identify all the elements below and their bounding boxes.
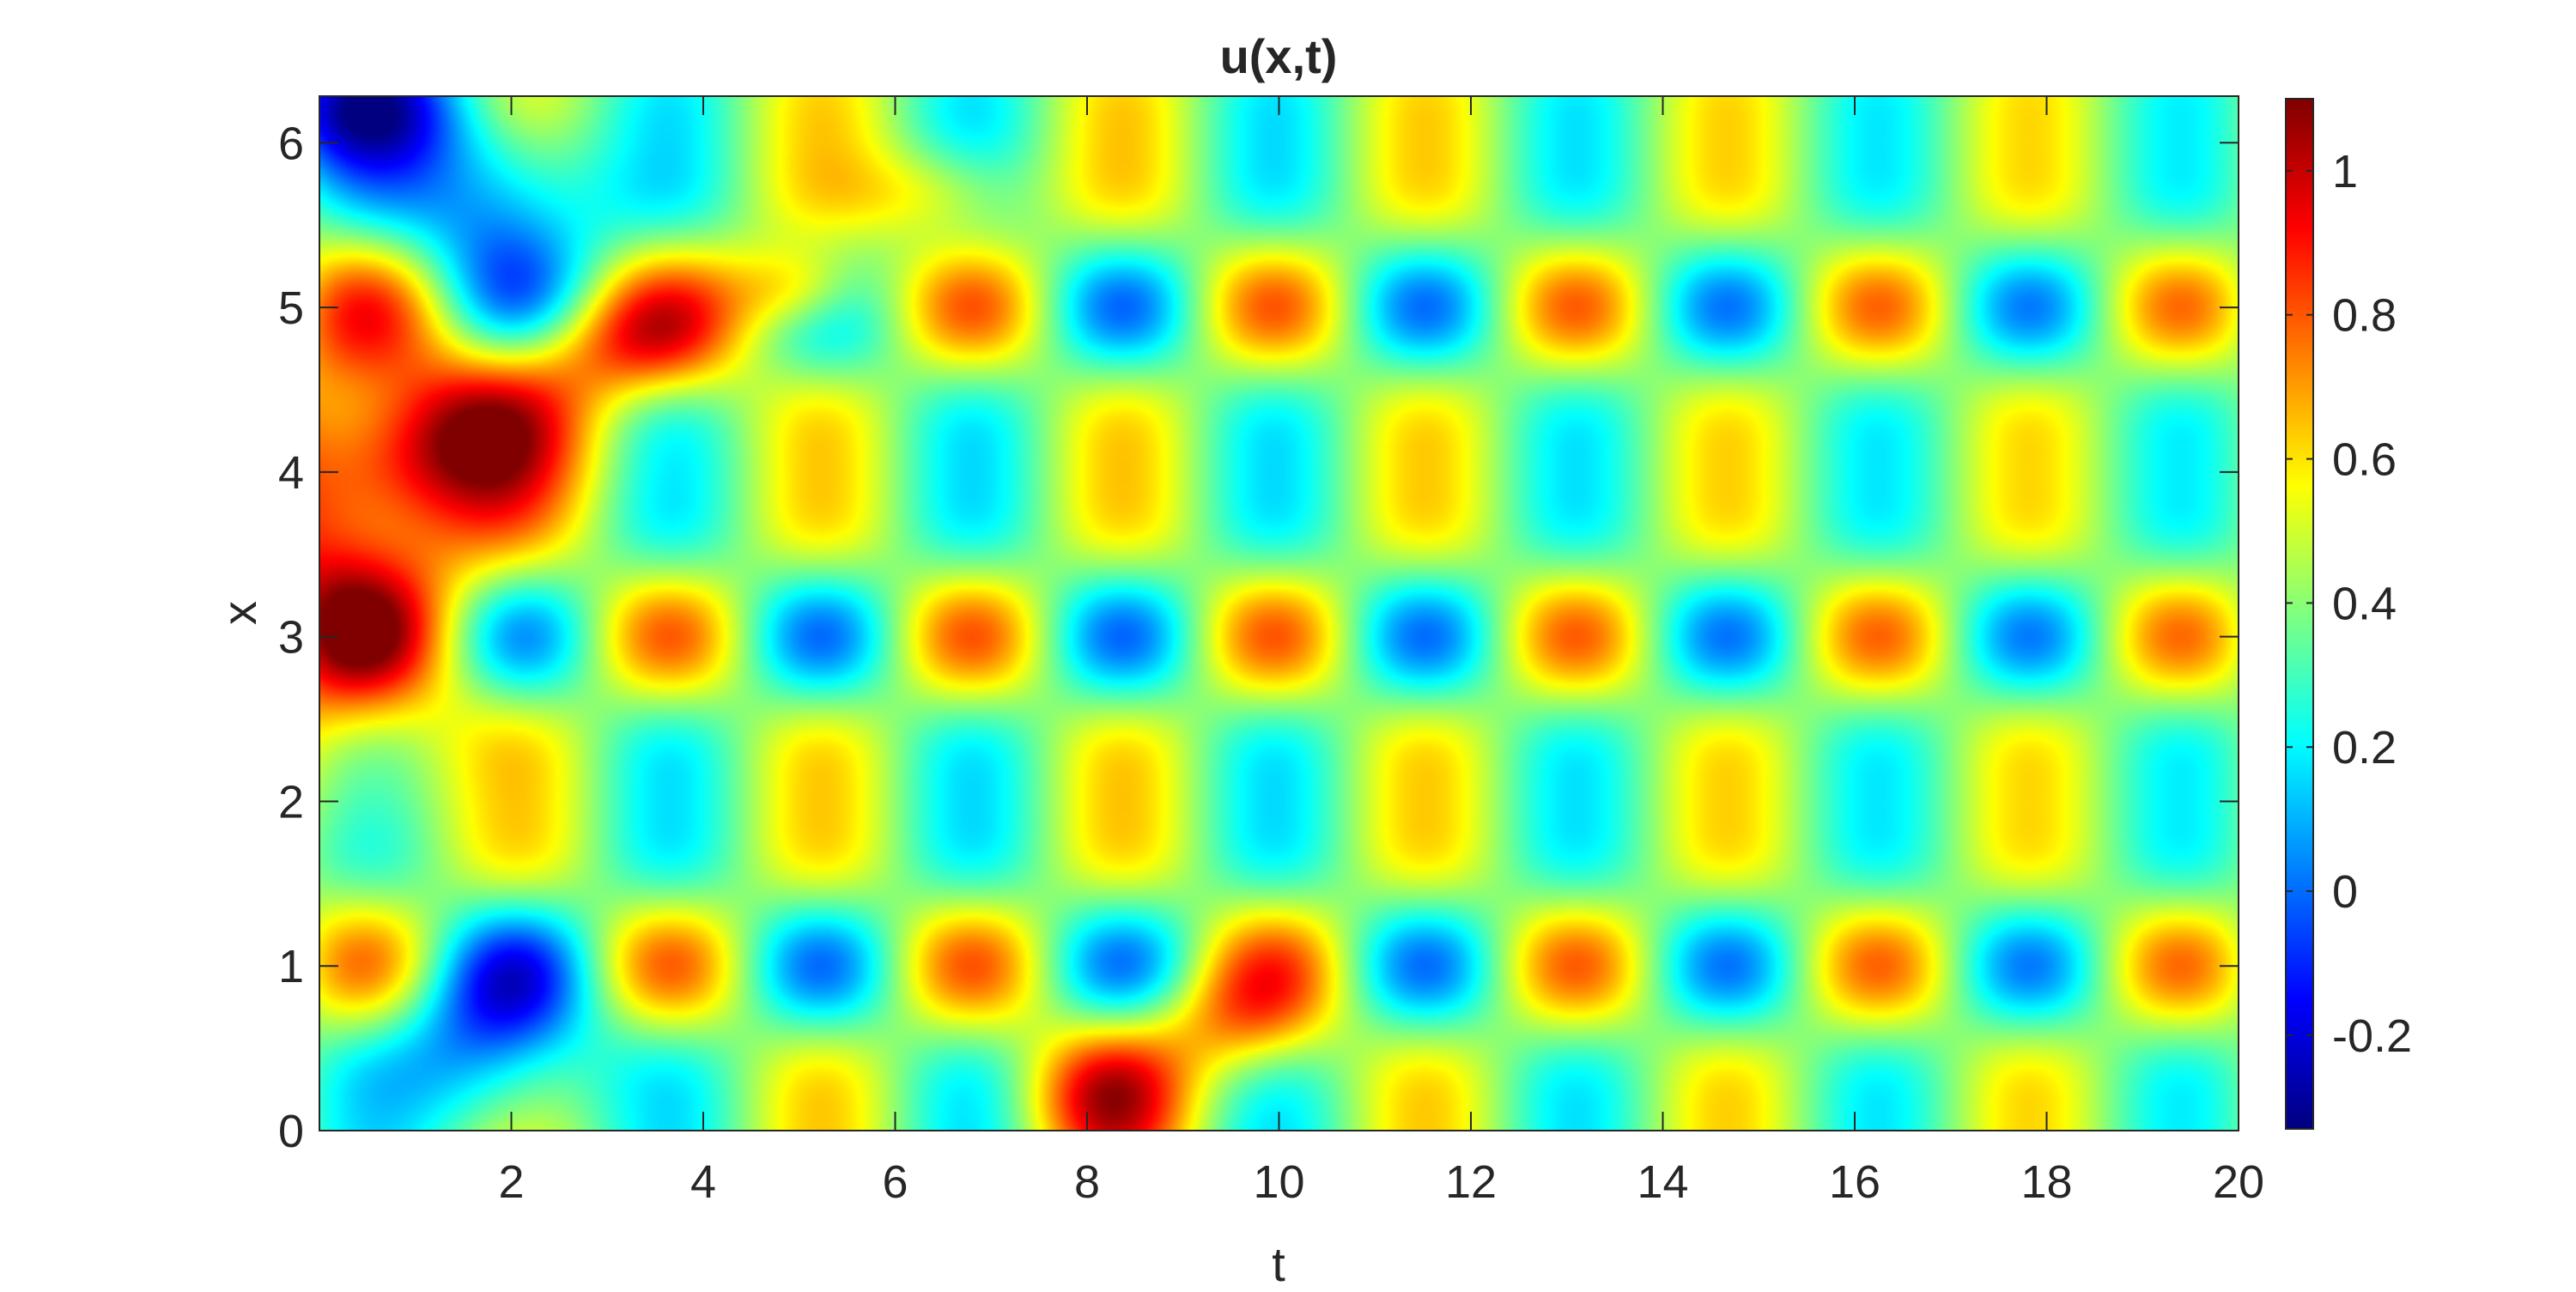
y-tick-label: 3 — [278, 612, 304, 664]
x-tick-label: 12 — [1445, 1156, 1497, 1208]
x-tick-label: 4 — [690, 1156, 716, 1208]
x-tick-label: 18 — [2020, 1156, 2072, 1208]
x-tick-label: 16 — [1829, 1156, 1880, 1208]
x-axis-label: t — [1272, 1237, 1285, 1291]
x-axis-ticks: 2 4 6 8 10 12 14 16 18 20 — [498, 96, 2264, 1208]
y-tick-label: 0 — [278, 1106, 304, 1157]
y-tick-label: 1 — [278, 941, 304, 992]
x-tick-label: 14 — [1637, 1156, 1688, 1208]
colorbar-frame — [2285, 98, 2314, 1130]
y-axis-label: x — [212, 601, 266, 625]
colorbar-tick-label: 0.6 — [2332, 434, 2397, 486]
x-tick-label: 20 — [2213, 1156, 2264, 1208]
y-tick-label: 2 — [278, 776, 304, 828]
x-tick-label: 10 — [1253, 1156, 1304, 1208]
y-axis-ticks: 0 1 2 3 4 5 6 — [278, 118, 2239, 1157]
chart-title: u(x,t) — [1220, 29, 1338, 83]
colorbar-tick-label: -0.2 — [2332, 1010, 2412, 1062]
colorbar-tick-label: 0.8 — [2332, 290, 2397, 342]
colorbar-tick-label: 0.2 — [2332, 722, 2397, 773]
plot-frame — [319, 95, 2239, 1131]
colorbar-tick-label: 0.4 — [2332, 578, 2397, 629]
colorbar-tick-label: 0 — [2332, 866, 2358, 918]
y-tick-label: 6 — [278, 118, 304, 169]
colorbar-ticks: -0.2 0 0.2 0.4 0.6 0.8 1 — [2286, 146, 2412, 1062]
colorbar-tick-label: 1 — [2332, 146, 2358, 197]
x-tick-label: 8 — [1074, 1156, 1100, 1208]
x-tick-label: 2 — [498, 1156, 524, 1208]
y-tick-label: 5 — [278, 282, 304, 334]
colorbar-image — [2286, 99, 2313, 1129]
y-tick-label: 4 — [278, 447, 304, 499]
x-tick-label: 6 — [882, 1156, 908, 1208]
heatmap-image — [319, 96, 2239, 1131]
